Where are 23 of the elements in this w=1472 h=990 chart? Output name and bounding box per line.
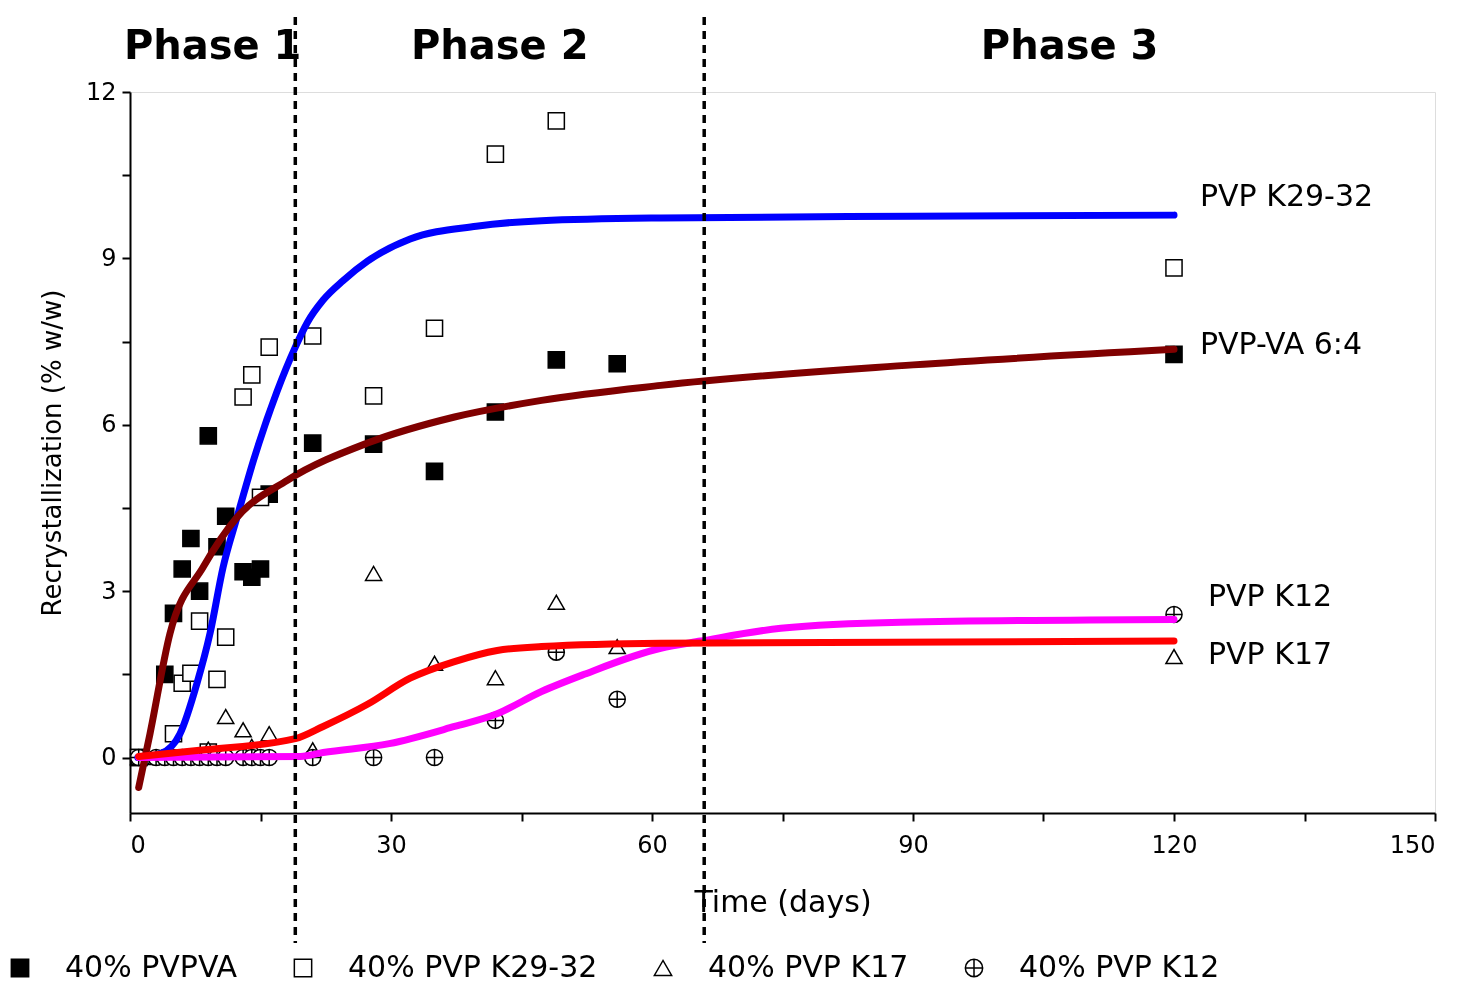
x-tick-label: 60: [637, 830, 668, 859]
series-label: PVP K29-32: [1200, 178, 1374, 214]
y-tick-label: 6: [101, 410, 117, 439]
text: Phase 2: [411, 22, 589, 68]
legend-label: 40% PVP K12: [1019, 949, 1220, 984]
series-label: PVP K17: [1208, 636, 1333, 672]
y-tick-label: 0: [101, 743, 117, 772]
series-label: PVP-VA 6:4: [1200, 326, 1363, 362]
y-tick-label: 12: [85, 77, 117, 106]
text: Phase 1: [123, 22, 302, 68]
x-tick-label: 120: [1151, 830, 1198, 859]
series-label: PVP K12: [1208, 578, 1333, 614]
x-tick-label: 90: [898, 830, 929, 859]
y-axis-title: Recrystallization (% w/w): [36, 289, 67, 617]
text: Phase 3: [980, 22, 1159, 68]
legend-label: 40% PVPVA: [65, 949, 238, 984]
y-tick-label: 9: [101, 243, 117, 272]
legend-label: 40% PVP K17: [708, 949, 909, 984]
y-tick-label: 3: [101, 576, 117, 605]
x-tick-label: 150: [1389, 830, 1436, 859]
x-tick-label: 30: [376, 830, 407, 859]
x-tick-label: 0: [130, 830, 146, 859]
legend-label: 40% PVP K29-32: [348, 949, 598, 984]
